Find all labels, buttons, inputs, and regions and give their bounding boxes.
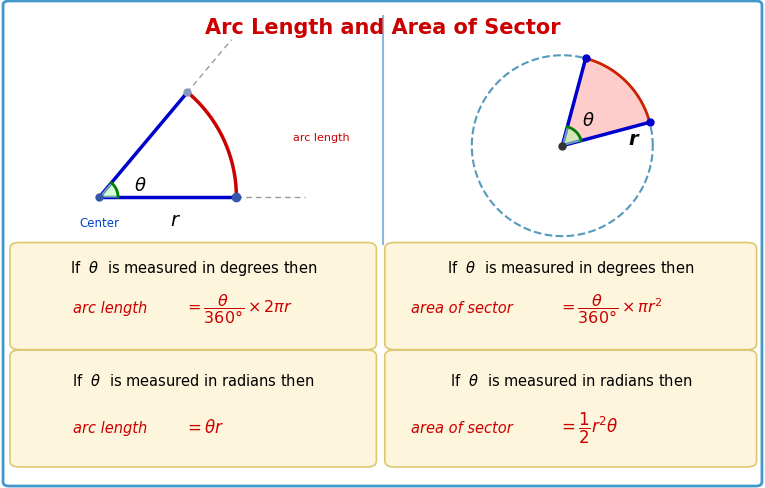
- Text: θ: θ: [583, 112, 594, 129]
- Polygon shape: [99, 183, 118, 198]
- Text: If  $\theta$  is measured in degrees then: If $\theta$ is measured in degrees then: [447, 259, 695, 278]
- Text: $=\dfrac{\theta}{360°}\times 2\pi r$: $=\dfrac{\theta}{360°}\times 2\pi r$: [184, 291, 293, 325]
- Text: r: r: [629, 130, 638, 149]
- Text: arc length: arc length: [73, 420, 147, 435]
- Text: If  $\theta$  is measured in degrees then: If $\theta$ is measured in degrees then: [70, 259, 317, 278]
- Text: area of sector: area of sector: [411, 301, 513, 315]
- FancyBboxPatch shape: [385, 243, 757, 350]
- FancyBboxPatch shape: [385, 350, 757, 467]
- FancyBboxPatch shape: [10, 350, 376, 467]
- Text: $=\dfrac{\theta}{360°}\times \pi r^2$: $=\dfrac{\theta}{360°}\times \pi r^2$: [558, 291, 663, 325]
- FancyBboxPatch shape: [3, 2, 762, 486]
- Polygon shape: [562, 127, 581, 146]
- Text: arc length: arc length: [73, 301, 147, 315]
- FancyBboxPatch shape: [10, 243, 376, 350]
- Text: $= \theta r$: $= \theta r$: [184, 419, 224, 437]
- Text: Center: Center: [80, 216, 119, 229]
- Text: area of sector: area of sector: [411, 420, 513, 435]
- Text: If  $\theta$  is measured in radians then: If $\theta$ is measured in radians then: [450, 373, 692, 388]
- Text: arc length: arc length: [293, 133, 350, 143]
- Polygon shape: [562, 59, 649, 146]
- Text: r: r: [171, 210, 179, 229]
- Text: $= \dfrac{1}{2}r^2\theta$: $= \dfrac{1}{2}r^2\theta$: [558, 410, 619, 445]
- Text: θ: θ: [134, 177, 145, 195]
- Text: If  $\theta$  is measured in radians then: If $\theta$ is measured in radians then: [72, 373, 314, 388]
- Text: Arc Length and Area of Sector: Arc Length and Area of Sector: [205, 19, 560, 38]
